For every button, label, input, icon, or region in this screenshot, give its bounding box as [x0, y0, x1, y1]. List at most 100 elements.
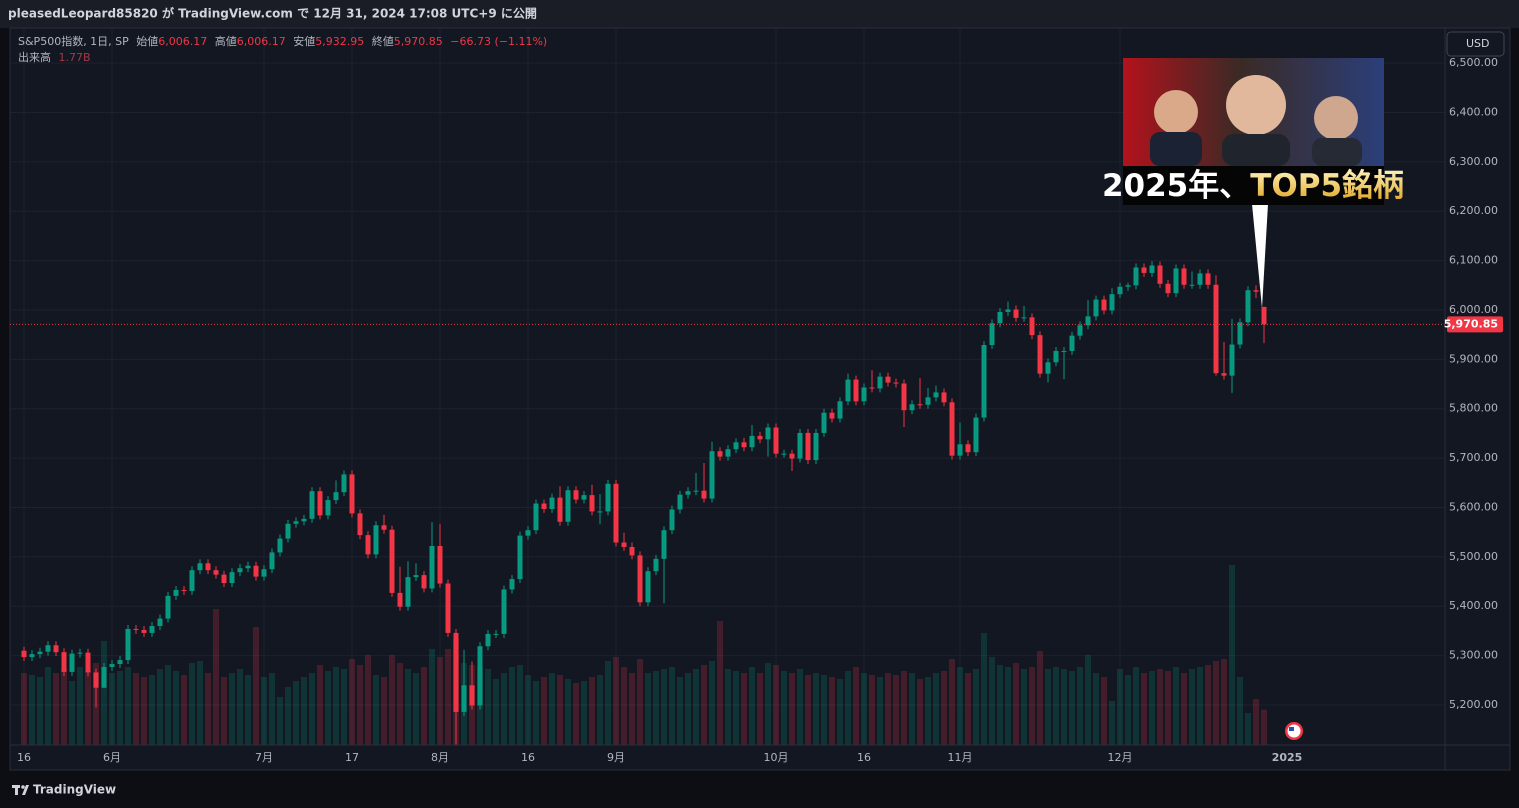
candle-body: [1037, 335, 1043, 374]
y-tick-label: 6,300.00: [1449, 155, 1498, 168]
candle-body: [1181, 268, 1187, 285]
volume-bar: [549, 673, 555, 745]
volume-bar: [661, 669, 667, 745]
volume-bar: [1077, 667, 1083, 745]
currency-button[interactable]: USD: [1446, 31, 1505, 57]
volume-bar: [573, 683, 579, 745]
axes: 5,200.00 5,300.00 5,400.00 5,500.00 5,600.00…: [17, 56, 1503, 764]
volume-bar: [29, 675, 35, 745]
candle-body: [709, 451, 715, 499]
candle-body: [797, 432, 803, 459]
candle-body: [605, 483, 611, 512]
candle-body: [1189, 284, 1195, 286]
volume-bar: [1205, 665, 1211, 745]
volume-bar: [1181, 673, 1187, 745]
candle-body: [565, 490, 571, 522]
candle-body: [685, 491, 691, 495]
volume-bar: [1029, 667, 1035, 745]
y-tick-label: 6,200.00: [1449, 204, 1498, 217]
volume-bar: [885, 673, 891, 745]
candle-body: [901, 383, 907, 411]
volume-bar: [557, 675, 563, 745]
candle-body: [205, 563, 211, 571]
event-flag[interactable]: [1285, 722, 1303, 740]
candle-body: [789, 453, 795, 459]
candle-body: [397, 592, 403, 607]
volume-bar: [837, 679, 843, 745]
volume-bar: [957, 667, 963, 745]
candle-body: [477, 646, 483, 706]
candle-body: [613, 483, 619, 543]
volume-bar: [269, 673, 275, 745]
volume-bar: [37, 677, 43, 745]
event-flag-icon[interactable]: [1289, 727, 1294, 731]
volume-bar: [237, 669, 243, 745]
volume-bar: [1213, 661, 1219, 745]
candle-body: [749, 435, 755, 448]
candle-body: [837, 401, 843, 419]
volume-bar: [677, 677, 683, 745]
y-tick-label: 5,200.00: [1449, 698, 1498, 711]
volume-bar: [733, 671, 739, 745]
volume-bar: [565, 679, 571, 745]
portrait: [1226, 75, 1286, 135]
candle-body: [853, 379, 859, 402]
volume-bar: [1189, 669, 1195, 745]
volume-bar: [1133, 667, 1139, 745]
y-tick-label: 5,800.00: [1449, 402, 1498, 415]
volume-bar: [517, 665, 523, 745]
x-tick-label: 16: [521, 751, 535, 764]
volume-bar: [437, 657, 443, 745]
volume-bar: [125, 667, 131, 745]
candle-body: [1093, 299, 1099, 317]
x-tick-label: 8月: [431, 751, 449, 764]
volume-bar: [981, 633, 987, 745]
volume-bar: [869, 675, 875, 745]
volume-bar: [133, 673, 139, 745]
volume-bar: [589, 677, 595, 745]
candle-body: [37, 651, 43, 655]
candle-body: [325, 500, 331, 516]
candle-body: [997, 311, 1003, 324]
candle-body: [1117, 286, 1123, 295]
volume-bar: [525, 675, 531, 745]
candle-body: [581, 495, 587, 500]
candle-body: [309, 491, 315, 519]
volume-bar: [181, 675, 187, 745]
x-tick-label: 16: [857, 751, 871, 764]
candle-body: [141, 629, 147, 633]
candle-body: [781, 453, 787, 455]
candle-body: [189, 570, 195, 591]
candle-body: [1245, 290, 1251, 323]
currency-button-frame[interactable]: [1446, 31, 1505, 57]
volume-bar: [725, 669, 731, 745]
volume-bar: [509, 667, 515, 745]
candle-body: [653, 558, 659, 572]
x-tick-label: 7月: [255, 751, 273, 764]
candle-body: [301, 518, 307, 522]
candle-body: [453, 632, 459, 712]
legend-line: S&P500指数, 1日, SP 始値6,006.17 高値6,006.17 安…: [18, 34, 547, 48]
volume-bar: [1141, 673, 1147, 745]
candle-body: [637, 555, 643, 603]
volume-bar: [205, 673, 211, 745]
volume-bar: [141, 677, 147, 745]
volume-bar: [117, 671, 123, 745]
candle-body: [365, 535, 371, 555]
last-price-label: 5,970.85: [1444, 317, 1498, 330]
logo-part: [22, 785, 29, 795]
candle-body: [133, 628, 139, 630]
volume-bar: [45, 667, 51, 745]
candle-body: [109, 664, 115, 667]
candle-body: [285, 523, 291, 539]
currency-button-text[interactable]: USD: [1466, 37, 1490, 50]
candle-body: [861, 387, 867, 402]
legend-volume-label: 出来高: [18, 50, 51, 64]
volume-bar: [1021, 669, 1027, 745]
candle-body: [1261, 306, 1267, 325]
volume-bar: [493, 679, 499, 745]
candle-body: [869, 387, 875, 389]
volume-bar: [645, 673, 651, 745]
volume-bar: [693, 669, 699, 745]
portrait: [1154, 90, 1198, 134]
